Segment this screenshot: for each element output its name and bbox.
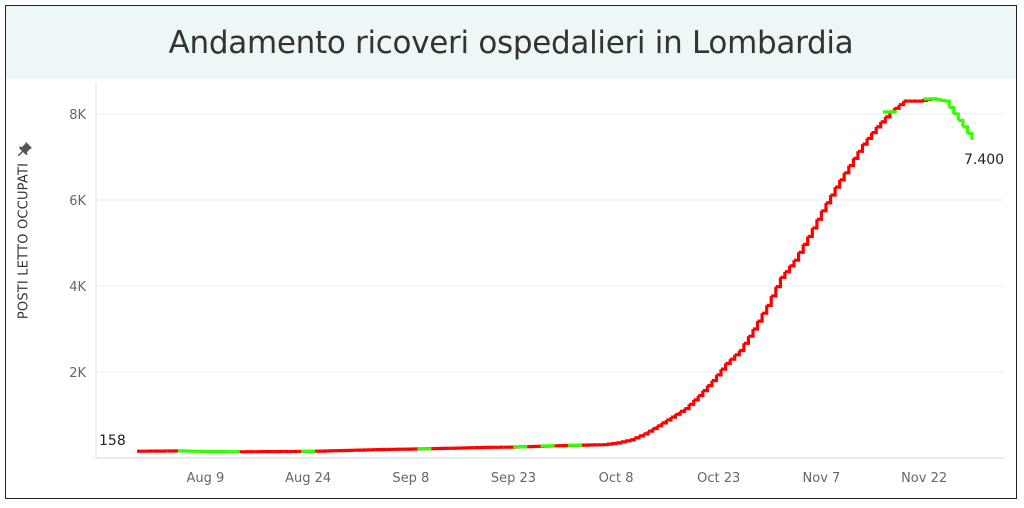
line-step-128: [757, 313, 764, 323]
line-step-154: [876, 121, 883, 129]
line-step-149: [853, 151, 860, 160]
line-step-138: [803, 236, 810, 246]
y-tick-6K: 6K: [69, 194, 86, 209]
line-step-174: [967, 131, 974, 140]
line-step-100: [629, 437, 636, 442]
line-step-170: [949, 106, 956, 114]
line-step-145: [835, 179, 842, 189]
pin-icon[interactable]: [16, 140, 34, 158]
y-tick-8K: 8K: [69, 108, 86, 123]
line-step-144: [830, 187, 837, 197]
y-tick-4K: 4K: [69, 280, 86, 295]
line-step-172: [958, 118, 965, 127]
line-step-102: [638, 433, 646, 438]
line-step-107: [661, 420, 668, 425]
line-step-122: [730, 354, 737, 361]
line-step-147: [844, 165, 851, 175]
line-step-168: [940, 98, 947, 102]
x-tick-oct-8: Oct 8: [599, 471, 634, 486]
x-tick-nov-7: Nov 7: [803, 471, 841, 486]
grid-lines: [95, 82, 1004, 459]
line-step-108: [666, 417, 673, 422]
x-tick-oct-23: Oct 23: [697, 471, 740, 486]
end-value-label: 7.400: [964, 152, 1004, 168]
line-step-109: [670, 414, 677, 419]
line-step-134: [784, 265, 792, 274]
line-step-131: [771, 286, 778, 298]
line-step-115: [698, 390, 705, 398]
line-step-94: [602, 443, 609, 447]
line-step-163: [917, 99, 924, 103]
line-step-120: [721, 363, 728, 371]
line-step-125: [743, 336, 750, 345]
line-step-141: [816, 210, 823, 221]
line-step-97: [616, 441, 623, 445]
line-step-140: [812, 219, 819, 230]
line-step-114: [693, 395, 700, 402]
line-step-116: [702, 385, 709, 393]
line-step-105: [652, 425, 659, 431]
y-tick-2K: 2K: [69, 366, 86, 381]
line-step-101: [634, 435, 641, 440]
x-tick-sep-8: Sep 8: [392, 471, 429, 486]
line-step-151: [862, 138, 869, 146]
line-step-156: [885, 111, 892, 119]
line-step-103: [643, 431, 650, 436]
series-line: [137, 97, 974, 454]
line-step-110: [675, 411, 682, 416]
line-step-158: [894, 104, 901, 110]
line-step-155: [880, 116, 887, 124]
x-tick-aug-24: Aug 24: [285, 471, 331, 486]
line-step-119: [716, 369, 723, 377]
line-step-124: [739, 343, 746, 353]
chart-title: Andamento ricoveri ospedalieri in Lombar…: [168, 24, 854, 61]
x-tick-aug-9: Aug 9: [187, 471, 225, 486]
line-step-137: [798, 244, 805, 254]
line-step-173: [962, 125, 969, 134]
line-step-112: [684, 404, 691, 411]
line-step-135: [789, 260, 796, 268]
line-step-132: [775, 277, 782, 289]
line-step-95: [607, 442, 614, 446]
line-step-106: [657, 422, 664, 428]
line-step-148: [848, 158, 855, 168]
line-step-171: [953, 112, 960, 121]
line-step-130: [766, 296, 773, 307]
line-step-118: [711, 374, 719, 383]
line-step-111: [680, 408, 687, 413]
line-step-159: [899, 101, 906, 107]
line-step-123: [734, 350, 741, 357]
title-band: Andamento ricoveri ospedalieri in Lombar…: [6, 6, 1016, 79]
y-tick-labels: 2K 4K 6K 8K: [69, 108, 86, 381]
line-step-104: [648, 428, 655, 433]
line-step-153: [871, 126, 878, 135]
line-step-150: [857, 144, 865, 153]
line-step-98: [620, 440, 627, 444]
line-step-99: [625, 439, 632, 443]
line-step-169: [944, 99, 951, 108]
line-step-117: [707, 380, 714, 388]
line-step-121: [725, 359, 732, 365]
chart-frame: Andamento ricoveri ospedalieri in Lombar…: [5, 5, 1017, 499]
x-tick-nov-22: Nov 22: [901, 471, 947, 486]
x-tick-labels: Aug 9 Aug 24 Sep 8 Sep 23 Oct 8 Oct 23 Nov 7 No…: [187, 471, 948, 486]
line-step-146: [839, 172, 846, 182]
line-step-127: [753, 321, 760, 331]
line-step-136: [794, 252, 801, 262]
line-step-126: [748, 329, 755, 338]
line-step-143: [826, 195, 833, 205]
line-step-152: [867, 132, 874, 140]
line-step-139: [807, 228, 814, 239]
x-tick-sep-23: Sep 23: [491, 471, 536, 486]
line-step-129: [762, 305, 769, 315]
line-step-96: [611, 441, 618, 446]
line-step-142: [821, 202, 828, 213]
line-step-133: [780, 271, 787, 279]
start-value-label: 158: [99, 433, 126, 449]
line-step-113: [689, 399, 696, 406]
